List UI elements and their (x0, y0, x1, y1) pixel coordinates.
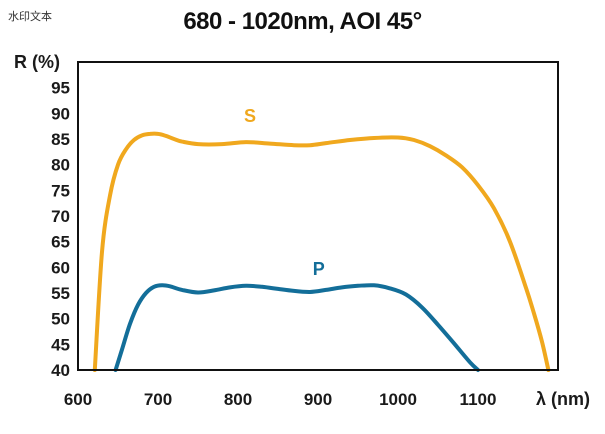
x-tick-label: 700 (144, 390, 172, 409)
plot-frame (77, 61, 559, 371)
x-tick-label: 600 (64, 390, 92, 409)
y-tick-label: 50 (51, 310, 70, 329)
y-tick-label: 80 (51, 156, 70, 175)
x-tick-label: 900 (304, 390, 332, 409)
y-tick-label: 45 (51, 335, 70, 354)
series-line-s (92, 131, 551, 372)
y-tick-label: 70 (51, 207, 70, 226)
x-tick-label: 1100 (460, 390, 497, 409)
watermark-text: 水印文本 (8, 10, 52, 23)
x-axis-ticks: 600 700 800 900 1000 1100 (64, 390, 497, 409)
series-label-s: S (244, 106, 256, 126)
series-layer (92, 131, 551, 372)
series-labels: SP (244, 106, 325, 279)
y-tick-label: 55 (51, 284, 70, 303)
x-tick-label: 1000 (379, 390, 417, 409)
y-tick-label: 75 (51, 181, 70, 200)
x-axis-label: λ (nm) (536, 389, 590, 409)
y-tick-label: 40 (51, 361, 70, 380)
y-tick-label: 85 (51, 130, 70, 149)
series-label-p: P (313, 259, 325, 279)
y-tick-label: 65 (51, 233, 70, 252)
y-tick-label: 95 (51, 79, 70, 98)
series-line-p (113, 283, 480, 372)
y-tick-label: 90 (51, 104, 70, 123)
y-tick-label: 60 (51, 258, 70, 277)
y-axis-label: R (%) (14, 52, 60, 72)
y-axis-ticks: 40 45 50 55 60 65 70 75 80 85 90 95 (51, 79, 70, 380)
x-tick-label: 800 (224, 390, 252, 409)
chart-title: 680 - 1020nm, AOI 45° (183, 8, 422, 35)
